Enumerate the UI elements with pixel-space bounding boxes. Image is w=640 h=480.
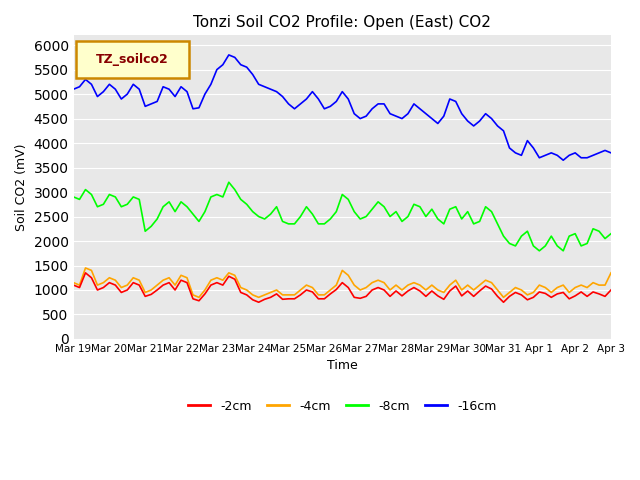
- Text: TZ_soilco2: TZ_soilco2: [96, 52, 169, 65]
- Legend: -2cm, -4cm, -8cm, -16cm: -2cm, -4cm, -8cm, -16cm: [183, 395, 502, 418]
- Title: Tonzi Soil CO2 Profile: Open (East) CO2: Tonzi Soil CO2 Profile: Open (East) CO2: [193, 15, 492, 30]
- Y-axis label: Soil CO2 (mV): Soil CO2 (mV): [15, 144, 28, 231]
- X-axis label: Time: Time: [327, 360, 358, 372]
- FancyBboxPatch shape: [76, 41, 189, 78]
